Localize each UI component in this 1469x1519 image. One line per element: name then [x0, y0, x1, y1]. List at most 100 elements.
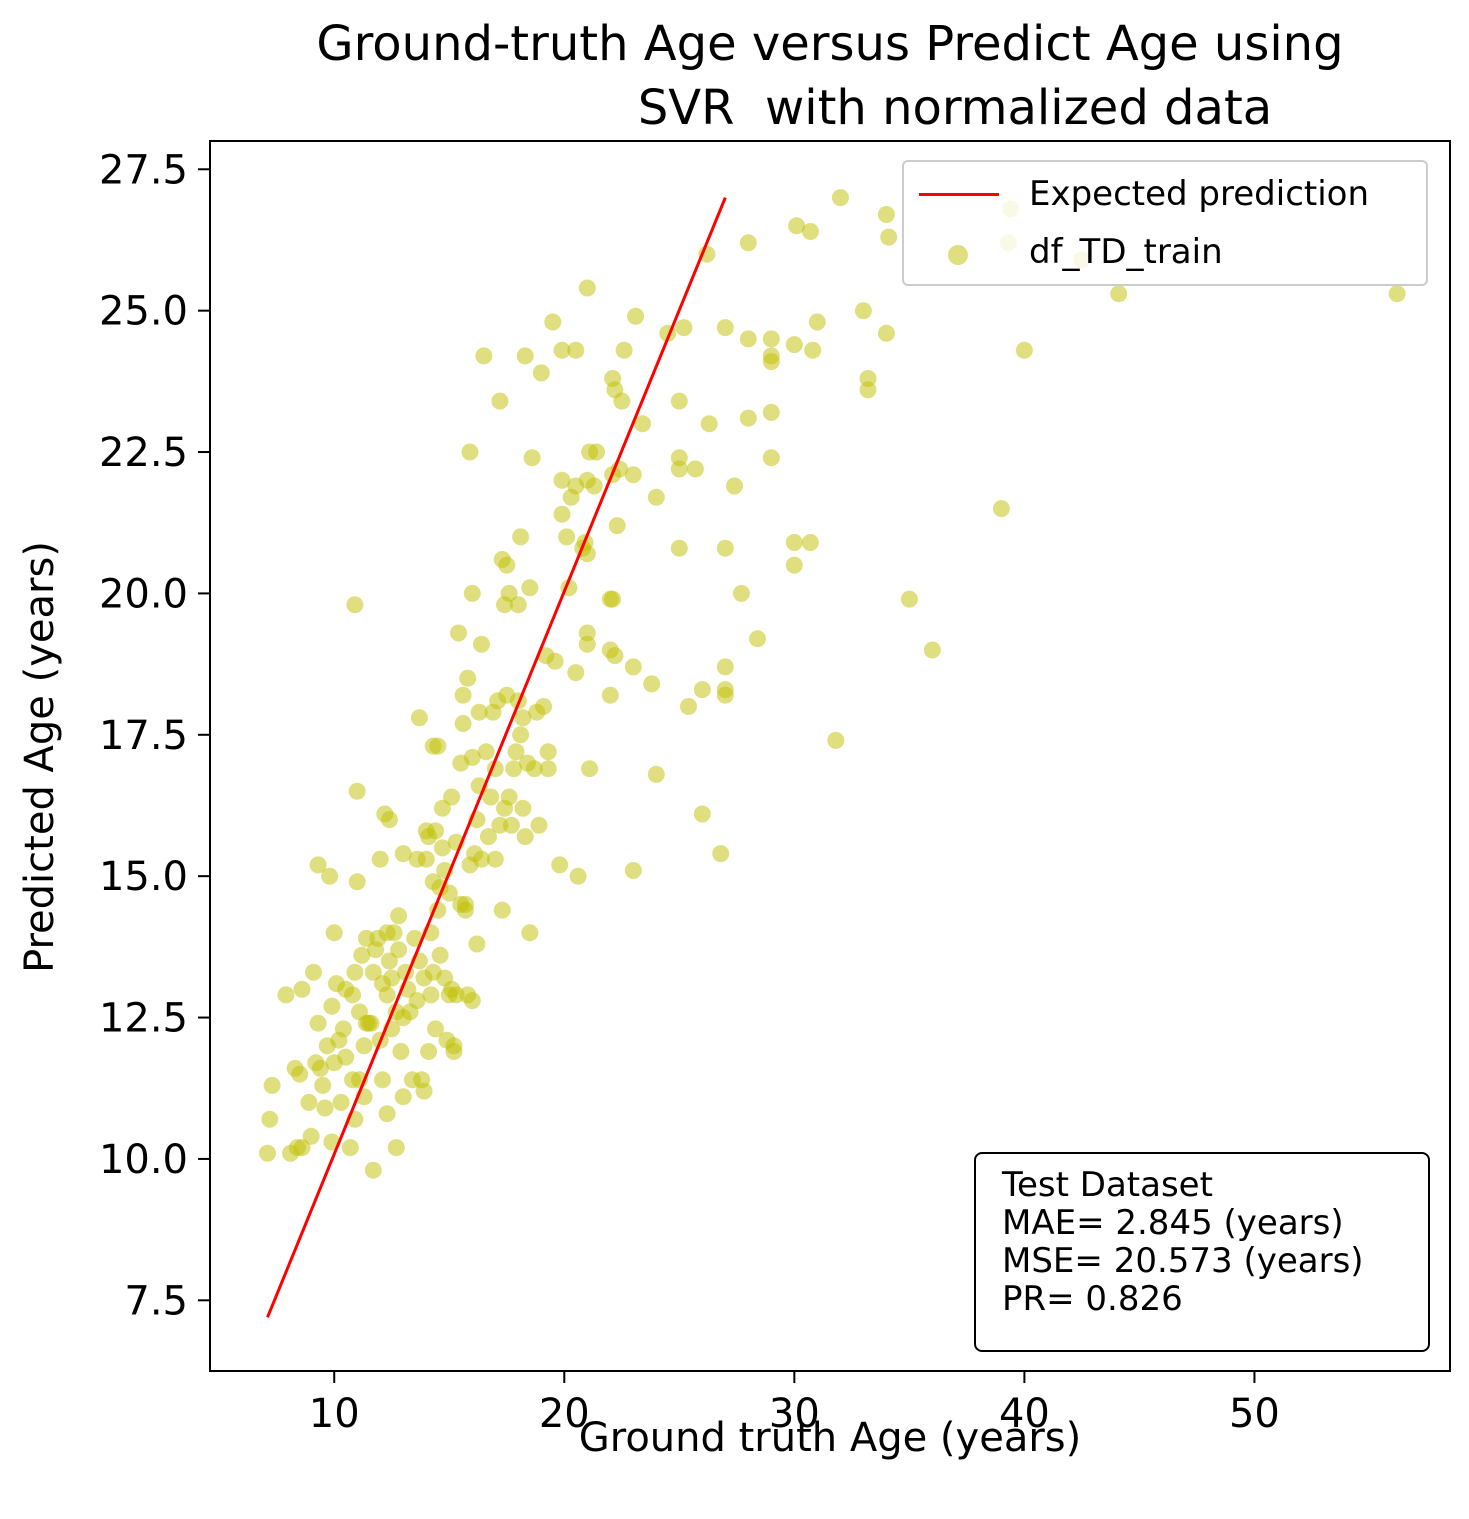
data-point — [670, 449, 688, 467]
data-point — [712, 845, 730, 863]
data-point — [431, 946, 449, 964]
y-tick-label: 25.0 — [99, 289, 188, 335]
data-point — [762, 403, 780, 421]
data-point — [261, 1110, 279, 1128]
data-point — [553, 471, 571, 489]
data-point — [516, 347, 534, 365]
data-point — [348, 782, 366, 800]
data-point — [362, 1014, 380, 1032]
data-point — [323, 997, 341, 1015]
data-point — [530, 816, 548, 834]
data-point — [505, 760, 523, 778]
data-point — [785, 336, 803, 354]
x-axis: 10 20 30 40 50 — [309, 1371, 1280, 1437]
data-point — [300, 1093, 318, 1111]
metrics-pr: PR= 0.826 — [1002, 1279, 1183, 1319]
data-point — [443, 788, 461, 806]
data-point — [498, 556, 516, 574]
data-point — [716, 686, 734, 704]
data-point — [680, 698, 697, 715]
data-point — [643, 675, 661, 693]
data-point — [634, 415, 651, 433]
data-point — [410, 709, 428, 727]
data-point — [500, 788, 518, 806]
data-point — [309, 1014, 327, 1032]
data-point — [305, 963, 322, 981]
data-point — [509, 596, 527, 614]
data-point — [525, 760, 543, 778]
data-point — [539, 760, 557, 778]
data-point — [553, 505, 571, 523]
data-point — [788, 217, 806, 235]
data-point — [601, 686, 619, 704]
data-point — [569, 867, 587, 885]
data-point — [385, 924, 403, 942]
data-point — [486, 850, 504, 868]
data-point — [578, 635, 596, 653]
data-point — [408, 992, 426, 1010]
data-point — [422, 986, 440, 1004]
data-point — [346, 963, 364, 981]
data-point — [512, 528, 530, 546]
data-point — [535, 698, 553, 715]
data-point — [491, 392, 509, 410]
data-point — [463, 992, 481, 1010]
y-tick-label: 7.5 — [124, 1278, 188, 1324]
y-tick-label: 15.0 — [99, 854, 188, 900]
y-tick-label: 12.5 — [99, 996, 188, 1042]
data-point — [567, 341, 585, 359]
data-point — [604, 590, 622, 608]
x-tick-label: 30 — [769, 1391, 820, 1437]
data-point — [716, 319, 734, 337]
metrics-heading: Test Dataset — [1002, 1165, 1213, 1205]
data-point — [390, 941, 408, 959]
y-tick-label: 22.5 — [99, 430, 188, 476]
chart-title-line-2: SVR with normalized data — [637, 80, 1273, 136]
data-point — [477, 743, 495, 761]
data-point — [801, 534, 819, 551]
data-point — [302, 1127, 320, 1145]
data-point — [1015, 341, 1033, 359]
data-point — [700, 415, 718, 433]
data-point — [473, 850, 490, 868]
x-axis-label: Ground truth Age (years) — [578, 1415, 1082, 1461]
data-point — [259, 1144, 276, 1162]
data-point — [578, 545, 596, 563]
data-point — [762, 449, 780, 467]
legend: Expected prediction df_TD_train — [902, 160, 1428, 286]
data-point — [877, 206, 895, 223]
y-tick-label: 20.0 — [99, 571, 188, 617]
data-point — [606, 647, 624, 665]
data-point — [468, 935, 486, 953]
data-point — [900, 590, 918, 608]
data-point — [463, 584, 481, 602]
data-point — [470, 703, 488, 721]
data-point — [429, 737, 447, 755]
metrics-mae: MAE= 2.845 (years) — [1002, 1203, 1344, 1243]
data-point — [854, 302, 872, 320]
metrics-mse: MSE= 20.573 (years) — [1002, 1241, 1364, 1281]
data-point — [459, 669, 477, 687]
data-point — [785, 534, 803, 551]
data-point — [440, 884, 458, 902]
data-point — [314, 1076, 332, 1094]
y-tick-label: 27.5 — [99, 147, 188, 193]
data-point — [749, 630, 766, 648]
data-point — [311, 1059, 329, 1077]
data-point — [514, 709, 532, 727]
data-point — [341, 1139, 359, 1157]
data-point — [371, 850, 389, 868]
data-point — [348, 873, 366, 891]
data-point — [624, 862, 642, 879]
data-point — [762, 353, 780, 371]
data-point — [647, 488, 665, 506]
data-point — [523, 449, 541, 467]
y-axis-label: Predicted Age (years) — [17, 541, 63, 973]
data-point — [394, 1088, 412, 1106]
data-point — [392, 1043, 410, 1060]
data-point — [344, 986, 362, 1004]
data-point — [479, 828, 497, 846]
data-point — [859, 381, 877, 399]
data-point — [716, 539, 734, 557]
